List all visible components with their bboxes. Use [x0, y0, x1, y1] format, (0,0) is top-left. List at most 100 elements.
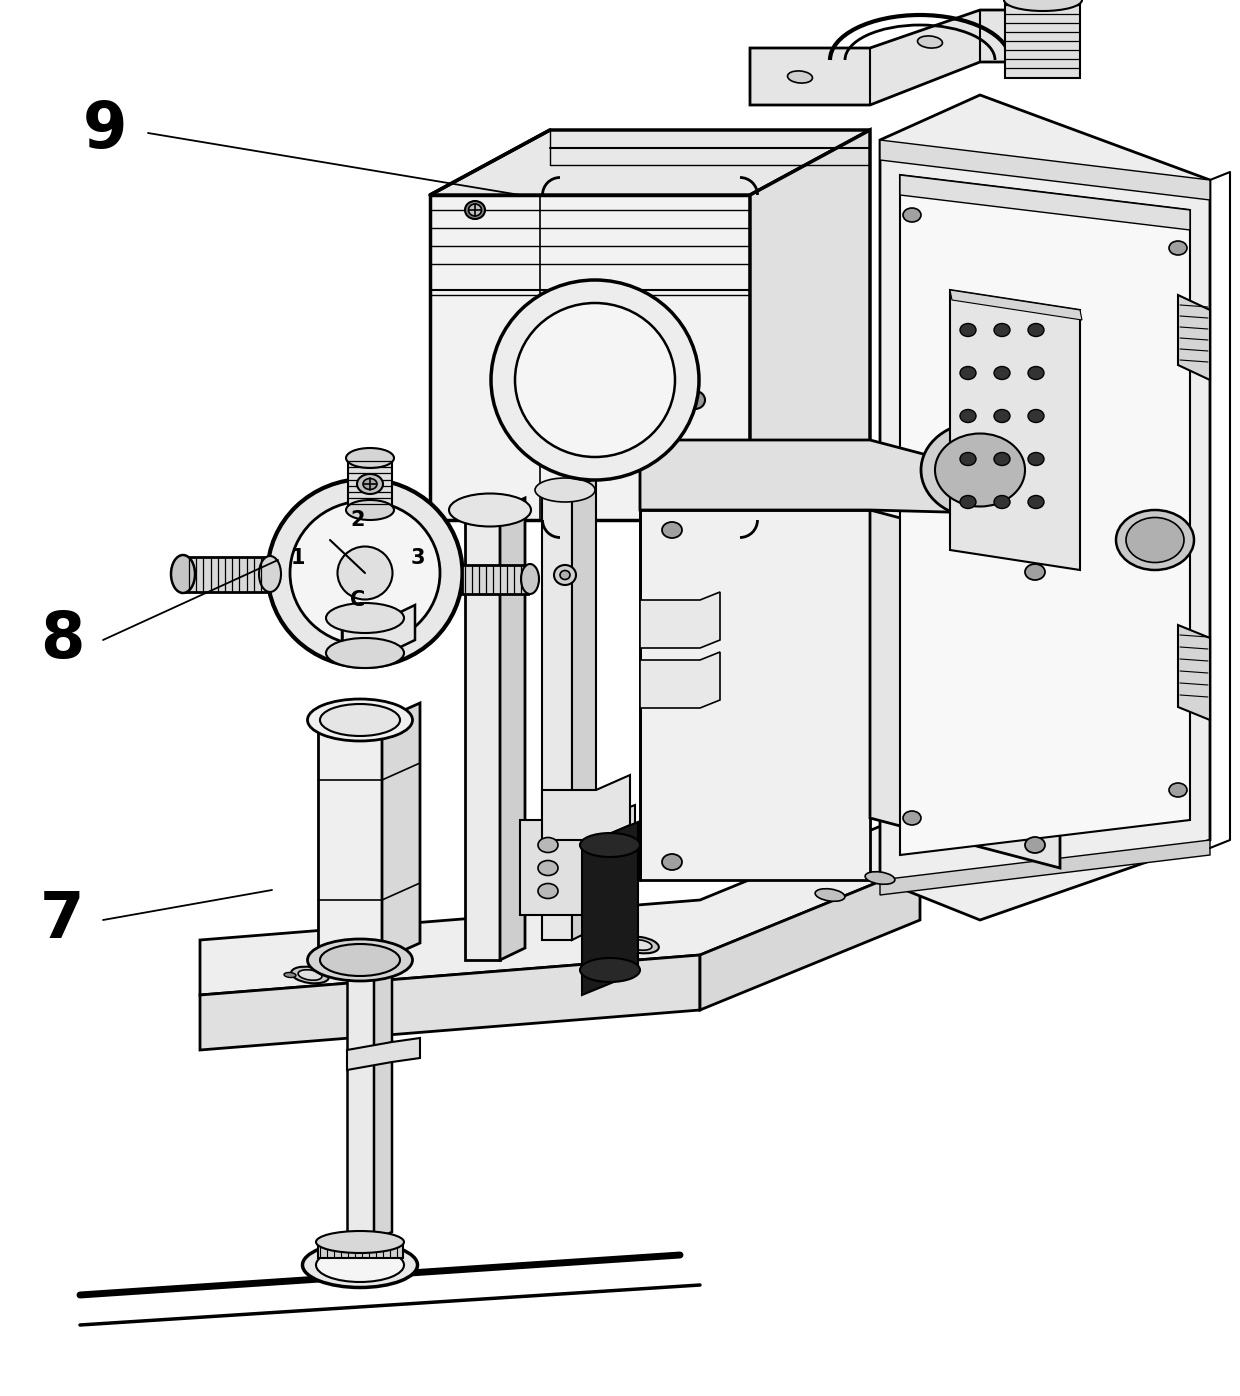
Ellipse shape [629, 940, 652, 951]
Ellipse shape [320, 704, 401, 736]
Ellipse shape [994, 452, 1011, 465]
Ellipse shape [538, 860, 558, 875]
Text: 1: 1 [290, 549, 305, 568]
Polygon shape [430, 130, 870, 195]
Text: 2: 2 [351, 510, 366, 530]
Polygon shape [463, 565, 528, 595]
Ellipse shape [935, 434, 1025, 507]
Ellipse shape [1028, 452, 1044, 465]
Ellipse shape [1028, 367, 1044, 380]
Ellipse shape [1116, 510, 1194, 570]
Polygon shape [750, 130, 870, 519]
Ellipse shape [308, 940, 413, 981]
Ellipse shape [298, 970, 322, 980]
Ellipse shape [787, 71, 812, 84]
Ellipse shape [326, 638, 404, 669]
Ellipse shape [346, 500, 394, 519]
Ellipse shape [491, 281, 699, 480]
Ellipse shape [960, 409, 976, 423]
Ellipse shape [171, 556, 195, 593]
Text: 8: 8 [40, 609, 84, 671]
Polygon shape [701, 866, 920, 1009]
Ellipse shape [308, 699, 413, 741]
Ellipse shape [303, 1242, 418, 1287]
Ellipse shape [534, 477, 595, 503]
Ellipse shape [259, 556, 281, 592]
Polygon shape [640, 440, 1060, 515]
Ellipse shape [357, 475, 383, 494]
Ellipse shape [363, 479, 377, 490]
Text: 9: 9 [83, 99, 128, 161]
Ellipse shape [921, 422, 1039, 518]
Ellipse shape [1028, 409, 1044, 423]
Ellipse shape [337, 546, 393, 599]
Polygon shape [542, 775, 630, 840]
Ellipse shape [326, 603, 404, 632]
Polygon shape [900, 174, 1190, 854]
Ellipse shape [684, 391, 706, 409]
Ellipse shape [284, 973, 296, 977]
Ellipse shape [1126, 518, 1184, 563]
Polygon shape [870, 510, 1060, 868]
Polygon shape [750, 10, 1011, 105]
Polygon shape [342, 604, 415, 653]
Ellipse shape [291, 966, 329, 983]
Ellipse shape [515, 303, 675, 456]
Polygon shape [640, 652, 720, 708]
Ellipse shape [554, 565, 577, 585]
Polygon shape [317, 720, 382, 960]
Ellipse shape [538, 884, 558, 899]
Ellipse shape [994, 367, 1011, 380]
Ellipse shape [1169, 242, 1187, 255]
Ellipse shape [449, 494, 531, 526]
Ellipse shape [538, 838, 558, 853]
Ellipse shape [960, 367, 976, 380]
Polygon shape [374, 1041, 392, 1240]
Polygon shape [520, 805, 635, 914]
Text: 7: 7 [40, 889, 84, 951]
Polygon shape [348, 458, 392, 510]
Ellipse shape [580, 833, 640, 857]
Polygon shape [374, 952, 392, 1050]
Ellipse shape [994, 324, 1011, 336]
Polygon shape [640, 510, 870, 879]
Ellipse shape [580, 958, 640, 981]
Polygon shape [1004, 0, 1080, 78]
Polygon shape [1178, 625, 1210, 720]
Ellipse shape [662, 522, 682, 537]
Ellipse shape [918, 36, 942, 47]
Ellipse shape [903, 811, 921, 825]
Ellipse shape [560, 571, 570, 579]
Ellipse shape [815, 889, 844, 902]
Ellipse shape [521, 564, 539, 595]
Ellipse shape [465, 201, 485, 219]
Ellipse shape [469, 204, 481, 216]
Polygon shape [430, 195, 750, 519]
Ellipse shape [1169, 783, 1187, 797]
Ellipse shape [268, 479, 463, 667]
Ellipse shape [346, 448, 394, 468]
Ellipse shape [290, 501, 440, 645]
Polygon shape [347, 1039, 420, 1069]
Polygon shape [1178, 295, 1210, 380]
Ellipse shape [1028, 496, 1044, 508]
Ellipse shape [960, 324, 976, 336]
Ellipse shape [866, 871, 895, 884]
Ellipse shape [994, 409, 1011, 423]
Ellipse shape [1025, 564, 1045, 579]
Polygon shape [200, 955, 701, 1050]
Ellipse shape [621, 937, 658, 953]
Polygon shape [880, 95, 1210, 920]
Polygon shape [317, 1242, 403, 1258]
Ellipse shape [994, 496, 1011, 508]
Polygon shape [382, 704, 420, 960]
Text: C: C [351, 591, 366, 610]
Polygon shape [200, 810, 920, 995]
Ellipse shape [316, 1248, 404, 1282]
Polygon shape [900, 174, 1190, 230]
Polygon shape [880, 140, 1210, 200]
Polygon shape [950, 290, 1083, 320]
Ellipse shape [960, 496, 976, 508]
Polygon shape [640, 592, 720, 648]
Polygon shape [347, 1050, 374, 1240]
